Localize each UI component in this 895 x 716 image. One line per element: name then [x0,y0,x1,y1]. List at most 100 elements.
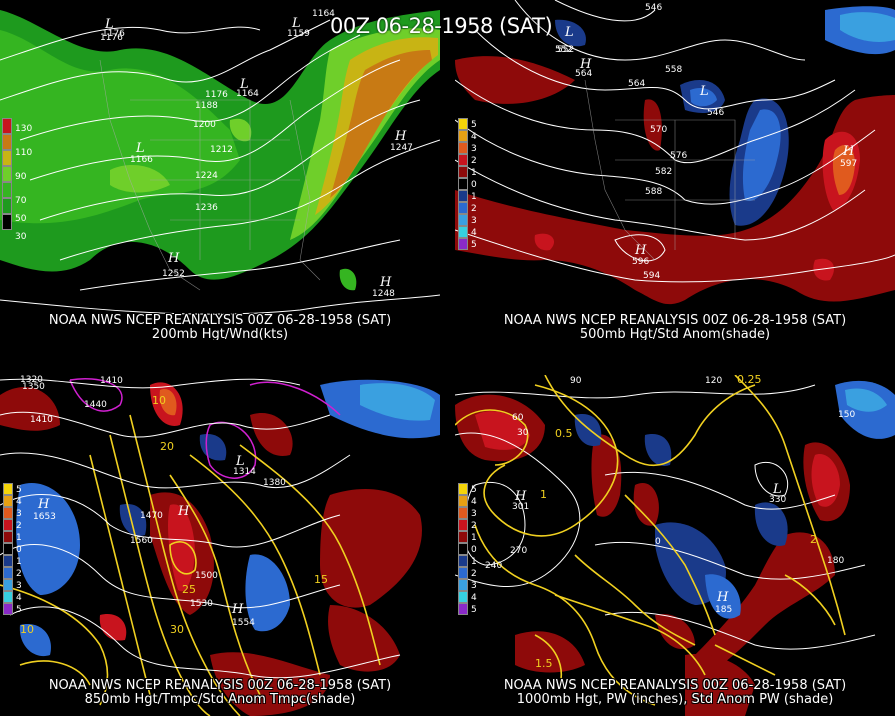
scale-label: 5 [471,120,477,130]
scale-label: 2 [471,521,477,531]
scale-label: 4 [16,497,22,507]
caption-line2: 500mb Hgt/Std Anom(shade) [579,327,771,341]
scale-label: 4 [471,228,477,238]
caption-line1: NOAA NWS NCEP REANALYSIS 00Z 06-28-1958 … [503,313,847,328]
center-value: 1164 [236,89,259,99]
main-title: 00Z 06-28-1958 (SAT) [330,14,553,38]
scale-label: 1 [471,557,477,567]
center-value: 301 [512,502,529,512]
caption-line2: 1000mb Hgt, PW (inches), Std Anom PW (sh… [516,692,834,707]
pw-label: 1.5 [535,657,553,670]
pw-label: 1 [540,488,547,501]
caption-line2: 850mb Hgt/Tmpc/Std Anom Tmpc(shade) [84,692,356,707]
caption-line2: 200mb Hgt/Wnd(kts) [151,327,289,341]
contour-label: 1176 [205,90,228,100]
contour-label: 0 [655,537,661,547]
scale-label: 2 [471,156,477,166]
contour-label: 1224 [195,171,218,181]
temp-label: 20 [160,440,174,453]
low-center-marker: L [772,482,782,497]
scale-label: 1 [471,192,477,202]
contour-label: 1470 [140,511,163,521]
scale-label: 50 [15,214,27,224]
scale-label: 4 [471,593,477,603]
contour-label: 588 [645,187,662,197]
scale-label: 1 [471,533,477,543]
contour-label: 564 [628,79,645,89]
contour-label: 1212 [210,145,233,155]
contour-label: 1410 [100,376,123,386]
caption-line1: NOAA NWS NCEP REANALYSIS 00Z 06-28-1958 … [48,678,392,693]
contour-label: 1350 [22,382,45,392]
scale-label: 3 [471,216,477,226]
temp-label: 10 [20,623,34,636]
high-center-marker: H [842,144,855,159]
contour-label: 576 [670,151,687,161]
high-center-marker: H [716,590,729,605]
center-value: 596 [632,257,649,267]
center-value: 1248 [372,289,395,299]
panel-500mb: 546 552 558 564 570 576 582 588 594 L 55… [455,0,895,340]
contour-label: 120 [705,376,722,386]
scale-label: 4 [471,132,477,142]
contour-label: 1320 [20,375,43,385]
temp-label: 25 [182,583,196,596]
map-500mb: 546 552 558 564 570 576 582 588 594 L 55… [455,0,895,340]
scale-label: 3 [471,581,477,591]
low-center-marker: L [235,454,245,469]
high-center-marker: H [514,489,527,504]
pw-label: 0.25 [737,375,762,386]
scale-label: 5 [471,240,477,250]
scale-label: 0 [471,545,477,555]
center-value: 1314 [233,467,256,477]
high-center-marker: H [167,251,180,266]
map-200mb: 1176 1188 1200 1212 1224 1236 1164 1176 … [0,0,440,340]
contour-label: 270 [510,546,527,556]
scale-label: 130 [15,124,33,134]
scale-label: 2 [16,569,22,579]
temp-label: 10 [152,394,166,407]
caption-line1: NOAA NWS NCEP REANALYSIS 00Z 06-28-1958 … [503,678,847,693]
high-center-marker: H [37,497,50,512]
scale-label: 70 [15,196,27,206]
low-center-marker: L [135,141,145,156]
contour-label: 180 [827,556,844,566]
center-value: 1653 [33,512,56,522]
caption-500mb: NOAA NWS NCEP REANALYSIS 00Z 06-28-1958 … [455,313,895,341]
color-scale-200mb: 130 110 90 70 50 30 [2,118,32,242]
contour-label: 1380 [263,478,286,488]
center-value: 1176 [102,29,125,39]
high-center-marker: H [231,602,244,617]
contour-label: 240 [485,561,502,571]
contour-label: 1560 [130,536,153,546]
temp-label: 30 [170,623,184,636]
contour-label: 30 [517,428,529,438]
scale-label: 5 [471,605,477,615]
contour-label: 582 [655,167,672,177]
scale-label: 110 [15,148,33,158]
panel-1000mb: 120 90 60 30 150 180 270 240 0 0.25 0.5 … [455,375,895,716]
contour-label: 594 [643,271,660,281]
map-1000mb: 120 90 60 30 150 180 270 240 0 0.25 0.5 … [455,375,895,716]
contour-label: 1500 [195,571,218,581]
scale-label: 5 [16,605,22,615]
map-850mb: 1410 1350 1440 1470 1380 1560 1500 1530 … [0,375,440,716]
high-center-marker: H [579,57,592,72]
contour-label: 90 [570,376,582,386]
contour-label: 1440 [84,400,107,410]
scale-label: 0 [16,545,22,555]
contour-label: 546 [645,3,662,13]
scale-label: 1 [16,557,22,567]
contour-label: 552 [555,45,572,55]
contour-label: 1166 [130,155,153,165]
center-value: 1252 [162,269,185,279]
contour-label: 558 [665,65,682,75]
scale-label: 1 [471,168,477,178]
caption-200mb: NOAA NWS NCEP REANALYSIS 00Z 06-28-1958 … [0,314,440,341]
low-center-marker: L [239,77,249,92]
high-center-marker: H [634,243,647,258]
scale-label: 0 [471,180,477,190]
scale-label: 4 [471,497,477,507]
scale-label: 1 [16,533,22,543]
pw-label: 0.5 [555,427,573,440]
